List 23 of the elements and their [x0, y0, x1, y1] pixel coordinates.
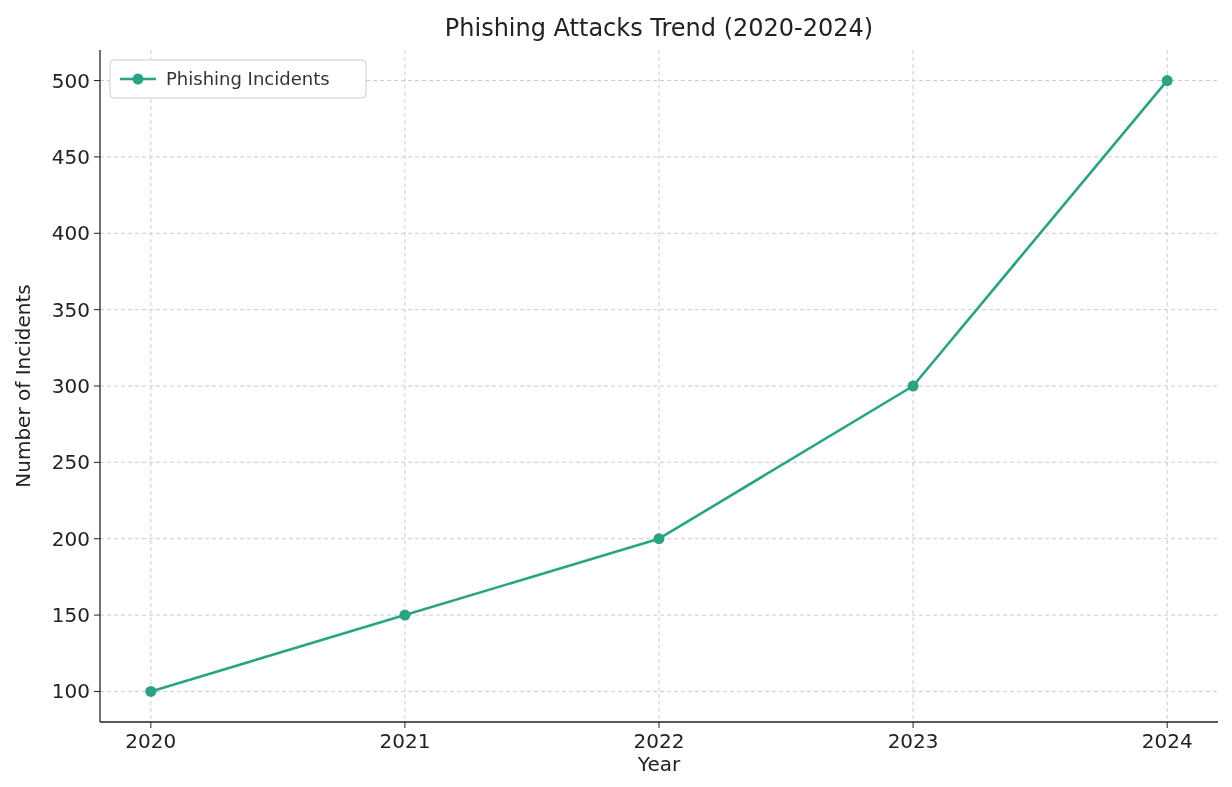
y-tick-label: 150 — [51, 603, 90, 628]
y-tick-label: 400 — [51, 221, 90, 246]
legend-label: Phishing Incidents — [166, 68, 330, 90]
point — [653, 533, 665, 545]
chart-title: Phishing Attacks Trend (2020-2024) — [444, 14, 874, 42]
x-tick-label: 2022 — [633, 729, 685, 753]
x-tick-label: 2020 — [125, 729, 177, 753]
y-tick-label: 350 — [51, 297, 90, 322]
y-tick-label: 450 — [51, 144, 90, 169]
point — [399, 609, 411, 621]
point — [1161, 75, 1173, 87]
x-tick-label: 2024 — [1141, 729, 1193, 753]
y-tick-label: 500 — [51, 68, 90, 93]
x-tick-label: 2023 — [887, 729, 939, 753]
y-tick-label: 250 — [51, 450, 90, 475]
y-tick-label: 100 — [51, 679, 90, 704]
point — [145, 685, 157, 697]
point — [907, 380, 919, 392]
y-tick-label: 300 — [51, 374, 90, 398]
y-tick-label: 200 — [51, 526, 90, 551]
y-axis-title: Number of Incidents — [11, 284, 35, 488]
x-tick-label: 2021 — [379, 729, 431, 753]
x-axis-title: Year — [636, 752, 681, 776]
